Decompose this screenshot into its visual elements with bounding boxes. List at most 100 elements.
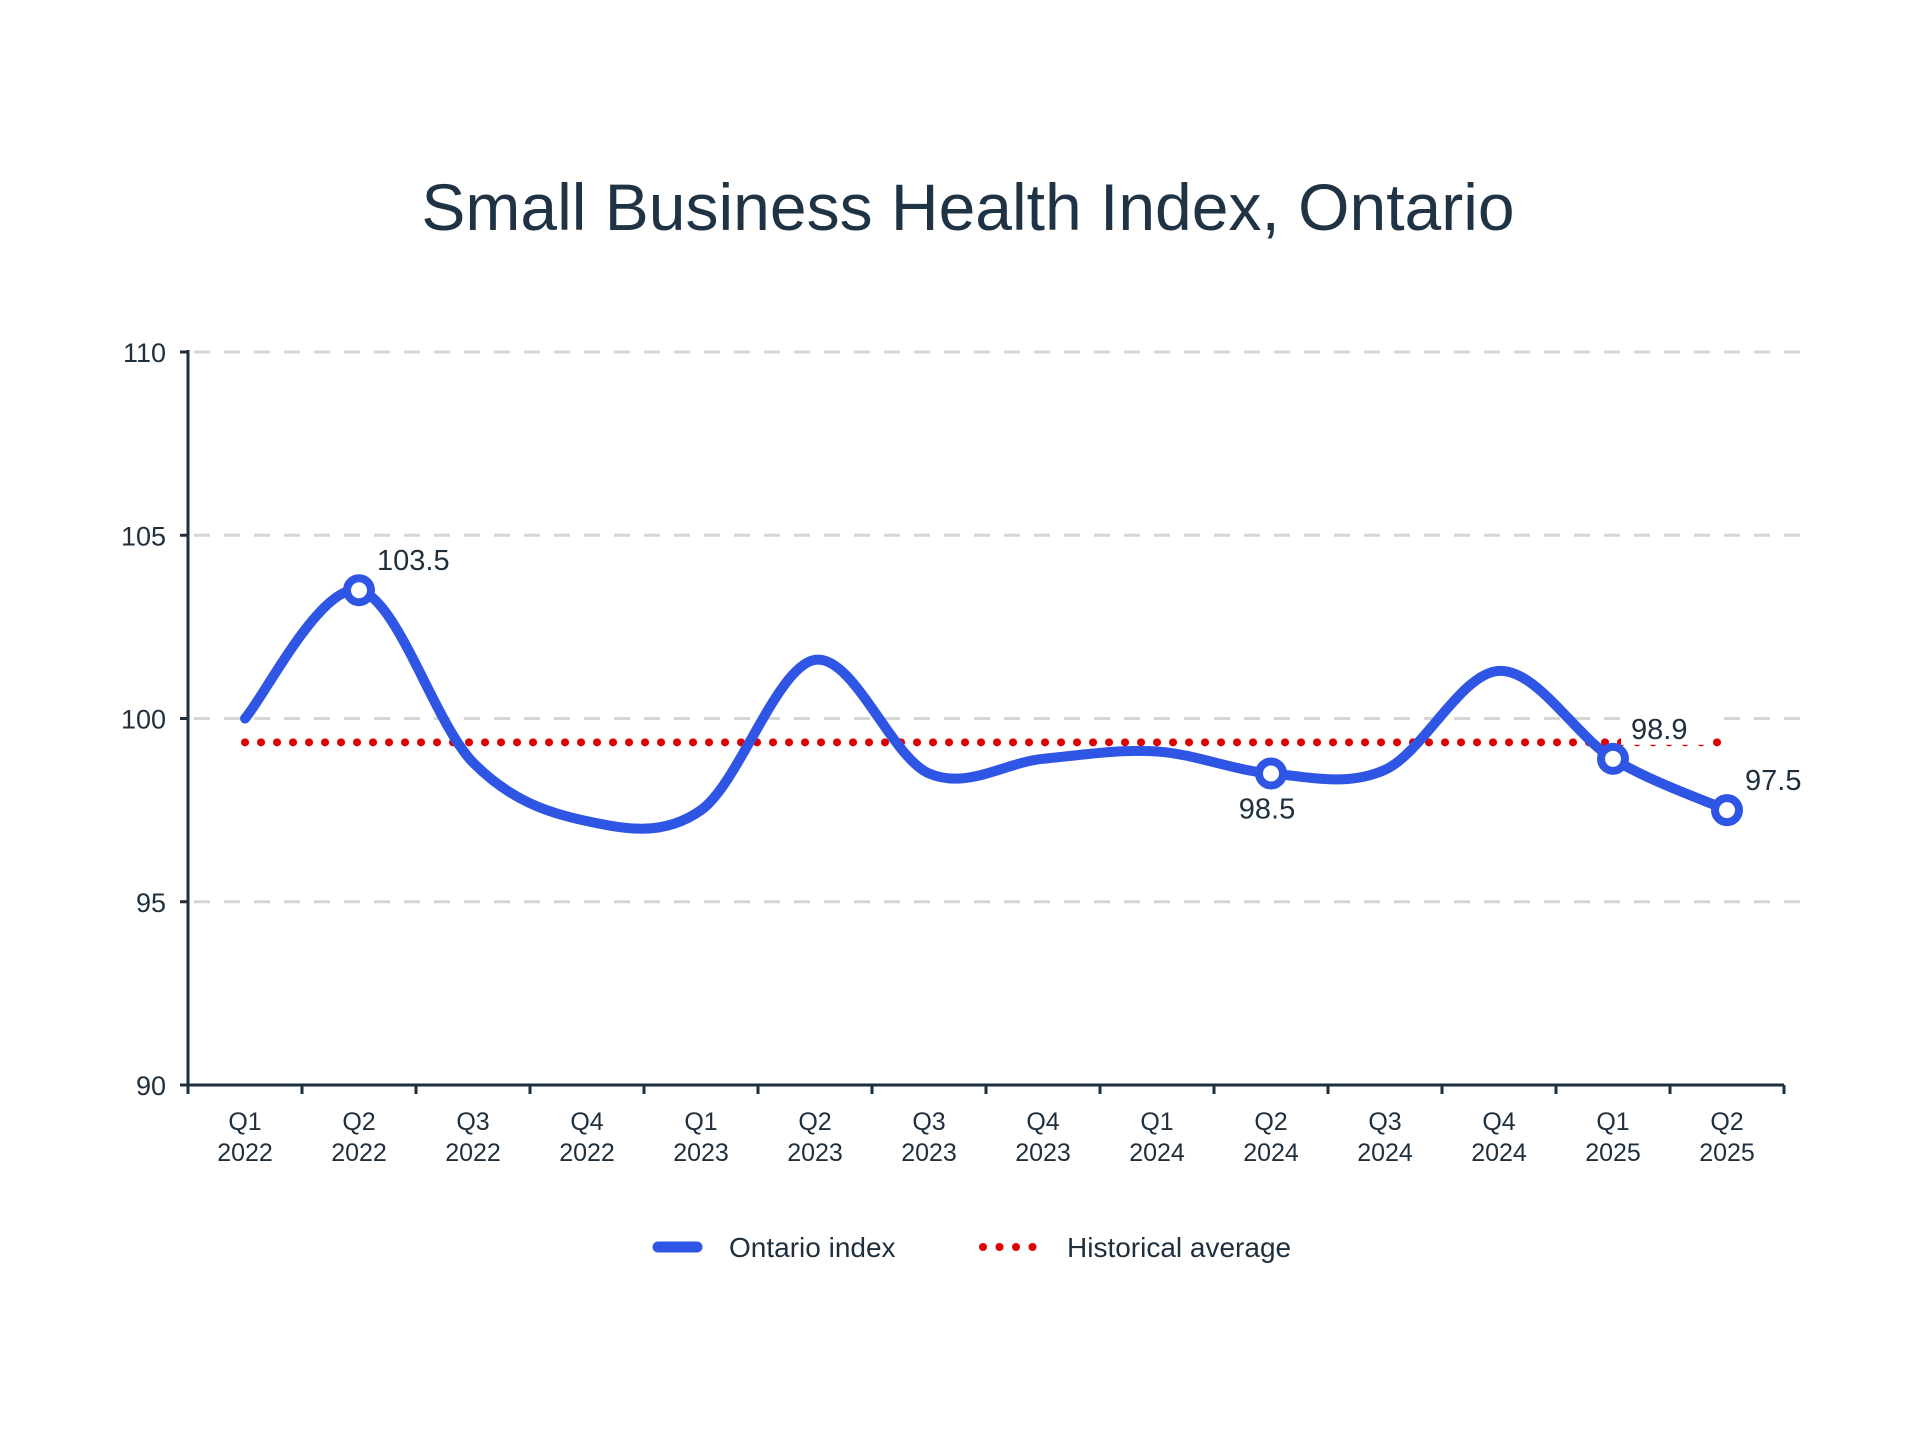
x-tick-label-quarter: Q1	[1140, 1108, 1173, 1136]
historical-average-dot	[1313, 738, 1321, 747]
historical-average-dot	[689, 738, 697, 747]
historical-average-dot	[1521, 738, 1529, 747]
y-tick-label: 95	[136, 888, 166, 918]
x-tick-label-quarter: Q2	[798, 1108, 831, 1136]
x-tick-label-year: 2023	[901, 1139, 957, 1167]
historical-average-dot	[417, 738, 425, 747]
historical-average-dot	[353, 738, 361, 747]
x-tick-label-year: 2022	[559, 1139, 615, 1167]
historical-average-dot	[273, 738, 281, 747]
historical-average-dot	[1489, 738, 1497, 747]
data-point-marker	[1255, 757, 1287, 790]
historical-average-dot	[865, 738, 873, 747]
historical-average-dot	[721, 738, 729, 747]
data-label-background	[1227, 790, 1307, 825]
x-tick-label-year: 2022	[217, 1139, 273, 1167]
historical-average-dot	[321, 738, 329, 747]
historical-average-dot	[1089, 738, 1097, 747]
data-label: 97.5	[1745, 765, 1801, 797]
x-tick-label-quarter: Q1	[1596, 1108, 1629, 1136]
legend-swatch-dotted-line	[979, 1243, 1037, 1251]
historical-average-dot	[1393, 738, 1401, 747]
data-point-marker	[1597, 742, 1629, 775]
historical-average-dot	[1185, 738, 1193, 747]
historical-average-dot	[1425, 738, 1433, 747]
historical-average-dot	[881, 738, 889, 747]
data-label: 98.5	[1239, 793, 1295, 825]
historical-average-dot	[705, 738, 713, 747]
historical-average-dot	[1169, 738, 1177, 747]
legend-dot	[1028, 1243, 1037, 1251]
historical-average-dot	[785, 738, 793, 747]
x-tick-label-year: 2022	[445, 1139, 501, 1167]
historical-average-dot	[1073, 738, 1081, 747]
historical-average-dot	[1569, 738, 1577, 747]
historical-average-dot	[529, 738, 537, 747]
historical-average-dot	[1217, 738, 1225, 747]
historical-average-dot	[1009, 738, 1017, 747]
data-label: 103.5	[377, 545, 450, 577]
y-tick-label: 105	[121, 521, 166, 551]
data-point-marker	[343, 574, 375, 607]
historical-average-dot	[1041, 738, 1049, 747]
gridlines	[194, 350, 1800, 904]
x-tick-label-quarter: Q1	[684, 1108, 717, 1136]
x-tick-label-quarter: Q1	[228, 1108, 261, 1136]
historical-average-dot	[369, 738, 377, 747]
historical-average-dot	[929, 738, 937, 747]
historical-average-dot	[977, 738, 985, 747]
legend-label-historical-average: Historical average	[1067, 1232, 1291, 1263]
y-tick-label: 110	[123, 338, 166, 368]
x-tick-label-year: 2025	[1699, 1139, 1755, 1167]
historical-average-dot	[961, 738, 969, 747]
x-tick-label-year: 2023	[1015, 1139, 1071, 1167]
x-tick-label-year: 2022	[331, 1139, 387, 1167]
x-tick-label-quarter: Q2	[342, 1108, 375, 1136]
x-tick-label-quarter: Q3	[456, 1108, 489, 1136]
historical-average-dot	[641, 738, 649, 747]
historical-average-dot	[849, 738, 857, 747]
y-tick-label: 100	[121, 705, 166, 735]
x-tick-label-year: 2024	[1129, 1139, 1185, 1167]
historical-average-dot	[1537, 738, 1545, 747]
legend-item-ontario-index[interactable]: Ontario index	[652, 1232, 896, 1263]
legend-dot	[979, 1243, 987, 1251]
historical-average-dot	[257, 738, 265, 747]
historical-average-dot	[1361, 738, 1369, 747]
legend-dot	[995, 1243, 1004, 1251]
historical-average-dot	[833, 738, 841, 747]
historical-average-dot	[545, 738, 553, 747]
historical-average-dot	[401, 738, 409, 747]
legend-item-historical-average[interactable]: Historical average	[979, 1232, 1291, 1263]
historical-average-dot	[1233, 738, 1241, 747]
ontario-index-line	[240, 585, 1732, 834]
historical-average-dot	[1377, 738, 1385, 747]
historical-average-dot	[577, 738, 585, 747]
data-labels: 103.5 98.5 98.9 97.5	[367, 542, 1827, 825]
historical-average-dot	[1329, 738, 1337, 747]
historical-average-dot	[1297, 738, 1305, 747]
historical-average-dot	[1553, 738, 1561, 747]
chart-title: Small Business Health Index, Ontario	[421, 170, 1514, 244]
x-tick-label-quarter: Q4	[1026, 1108, 1059, 1136]
data-label-background	[1735, 762, 1827, 797]
historical-average-dot	[993, 738, 1001, 747]
historical-average-dot	[801, 738, 809, 747]
legend-dot	[1012, 1243, 1020, 1251]
x-tick-label-year: 2024	[1357, 1139, 1413, 1167]
historical-average-dot	[289, 738, 297, 747]
x-tick-label-year: 2023	[673, 1139, 729, 1167]
historical-average-dot	[1281, 738, 1289, 747]
x-tick-label-quarter: Q3	[1368, 1108, 1401, 1136]
historical-average-dot	[673, 738, 681, 747]
historical-average-dot	[497, 738, 505, 747]
historical-average-dot	[465, 738, 473, 747]
x-tick-label-quarter: Q3	[912, 1108, 945, 1136]
x-tick-label-quarter: Q4	[570, 1108, 603, 1136]
x-tick-label-quarter: Q2	[1254, 1108, 1287, 1136]
historical-average-dot	[385, 738, 393, 747]
data-point-marker	[1711, 794, 1743, 827]
historical-average-dot	[1505, 738, 1513, 747]
historical-average-dot	[1201, 738, 1209, 747]
data-label: 98.9	[1631, 714, 1687, 746]
